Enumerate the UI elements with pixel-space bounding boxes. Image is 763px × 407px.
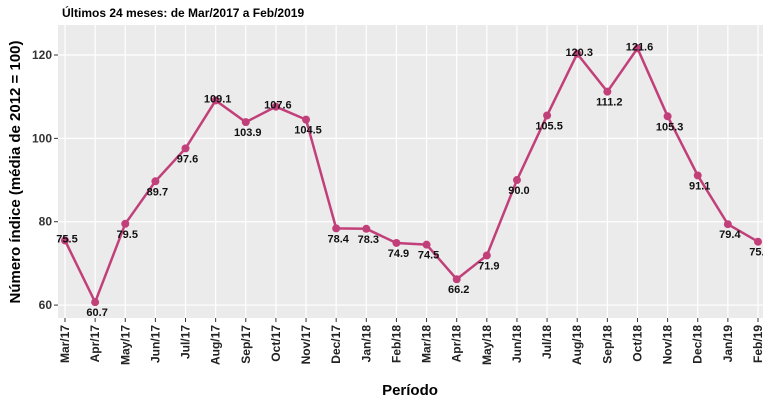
- y-axis-title: Número índice (média de 2012 = 100): [7, 40, 24, 303]
- data-label: 91.1: [689, 180, 710, 192]
- x-tick-label: Dec/18: [691, 325, 705, 364]
- x-tick-label: Jul/18: [540, 325, 554, 359]
- x-tick-label: Jun/18: [510, 325, 524, 363]
- x-tick-label: May/17: [118, 325, 132, 365]
- data-point: [754, 237, 762, 246]
- data-point: [271, 102, 280, 111]
- x-tick-label: Mar/17: [58, 325, 72, 363]
- data-point: [603, 87, 612, 96]
- data-label: 71.9: [478, 260, 499, 272]
- data-label: 75.2: [749, 247, 763, 259]
- data-label: 111.2: [596, 97, 622, 109]
- data-point: [91, 298, 100, 307]
- x-tick-label: Jun/17: [148, 325, 162, 363]
- plot-panel: [58, 25, 763, 318]
- data-label: 75.5: [56, 233, 77, 245]
- x-tick-label: Aug/18: [570, 325, 584, 365]
- x-tick-label: Jan/18: [359, 325, 373, 363]
- data-point: [482, 251, 491, 260]
- data-label: 74.5: [418, 250, 439, 262]
- data-point: [302, 115, 311, 124]
- x-tick-label: Feb/18: [389, 325, 403, 363]
- data-label: 103.9: [234, 127, 262, 139]
- data-point: [181, 144, 190, 153]
- data-point: [151, 177, 160, 186]
- data-label: 66.2: [448, 284, 469, 296]
- data-point: [422, 240, 431, 249]
- x-tick-label: Nov/17: [299, 325, 313, 365]
- data-label: 109.1: [204, 93, 232, 105]
- data-label: 78.4: [327, 233, 349, 245]
- data-point: [332, 224, 341, 233]
- y-tick-label: 60: [39, 298, 53, 312]
- data-point: [573, 49, 582, 58]
- x-tick-label: Sep/18: [600, 325, 614, 364]
- data-label: 79.4: [719, 229, 741, 241]
- data-point: [211, 96, 220, 105]
- data-label: 97.6: [177, 153, 198, 165]
- data-point: [452, 275, 461, 284]
- x-tick-label: Sep/17: [239, 325, 253, 364]
- x-tick-label: Oct/17: [269, 325, 283, 362]
- data-line: [63, 45, 759, 306]
- data-label: 121.6: [626, 41, 654, 53]
- x-tick-label: Mar/18: [420, 325, 434, 363]
- data-point: [633, 44, 642, 53]
- data-label: 107.6: [264, 100, 292, 112]
- data-point: [392, 238, 401, 247]
- x-tick-label: Dec/17: [329, 325, 343, 364]
- data-label: 74.9: [388, 248, 409, 260]
- data-label: 105.5: [535, 120, 563, 132]
- x-tick-label: Apr/17: [88, 325, 102, 363]
- data-label: 104.5: [294, 125, 322, 137]
- x-tick-label: Nov/18: [661, 325, 675, 365]
- data-point: [512, 176, 521, 185]
- data-point: [362, 224, 371, 233]
- data-label: 78.3: [358, 234, 379, 246]
- data-label: 89.7: [147, 186, 168, 198]
- data-point: [61, 236, 69, 245]
- data-point: [723, 220, 732, 229]
- chart-subtitle: Últimos 24 meses: de Mar/2017 a Feb/2019: [62, 5, 304, 20]
- y-tick-label: 120: [32, 48, 52, 62]
- data-label: 79.5: [117, 229, 138, 241]
- data-point: [543, 111, 552, 120]
- x-tick-label: May/18: [480, 325, 494, 365]
- x-tick-label: Jul/17: [179, 325, 193, 359]
- data-label: 120.3: [565, 47, 593, 59]
- data-point: [241, 118, 250, 127]
- data-point: [663, 112, 672, 121]
- data-label: 105.3: [656, 121, 684, 133]
- x-tick-label: Apr/18: [450, 325, 464, 363]
- data-label: 90.0: [508, 185, 529, 197]
- y-tick-label: 100: [32, 131, 52, 145]
- x-tick-label: Feb/19: [751, 325, 763, 363]
- x-tick-label: Aug/17: [209, 325, 223, 365]
- y-tick-label: 80: [39, 215, 53, 229]
- x-axis-title: Período: [382, 382, 438, 399]
- x-tick-label: Jan/19: [721, 325, 735, 363]
- x-tick-label: Oct/18: [630, 325, 644, 362]
- data-point: [693, 171, 702, 180]
- data-point: [121, 219, 130, 228]
- data-label: 60.7: [86, 307, 107, 319]
